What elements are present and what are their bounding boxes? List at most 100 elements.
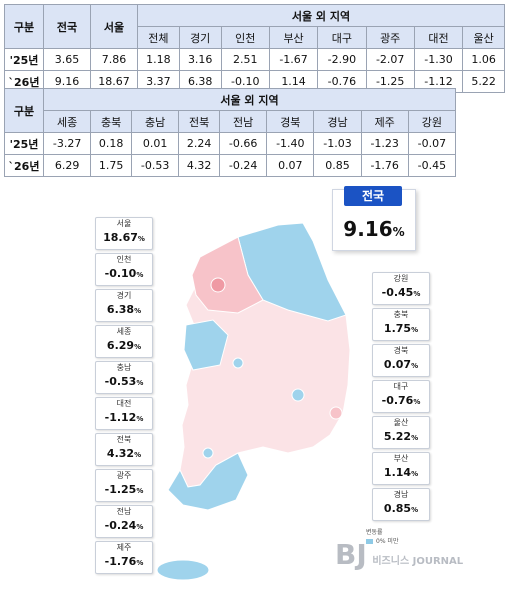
legend-item: 0% 미만 xyxy=(366,537,398,546)
cell: -1.25 xyxy=(365,70,415,93)
label-jeju: 제주 -1.76% xyxy=(95,541,153,574)
label-gangwon: 강원 -0.45% xyxy=(372,272,430,305)
cell: -0.24 xyxy=(219,154,268,177)
national-tag: 전국 xyxy=(344,186,402,206)
cell: -1.76 xyxy=(360,154,409,177)
header-region: 충북 xyxy=(90,110,133,133)
header-region: 대구 xyxy=(317,26,367,49)
label-sejong: 세종 6.29% xyxy=(95,325,153,358)
cell: 1.18 xyxy=(137,48,180,71)
national-summary-box: 전국 9.16% xyxy=(332,186,416,251)
cell: -1.40 xyxy=(266,132,315,155)
label-busan: 부산 1.14% xyxy=(372,452,430,485)
watermark-mark: BJ xyxy=(335,538,367,571)
cell: 6.38 xyxy=(178,70,222,93)
header-region: 제주 xyxy=(360,110,409,133)
row-label: '25년 xyxy=(4,48,44,71)
header-region-group: 서울 외 지역 xyxy=(137,4,505,27)
table-row: `26년 6.29 1.75 -0.53 4.32 -0.24 0.07 0.8… xyxy=(4,154,457,177)
label-incheon: 인천 -0.10% xyxy=(95,253,153,286)
cell: 4.32 xyxy=(178,154,221,177)
header-group: 구분 xyxy=(4,88,44,133)
label-chungnam: 충남 -0.53% xyxy=(95,361,153,394)
header-region-group: 서울 외 지역 xyxy=(43,88,456,111)
header-region: 경남 xyxy=(313,110,362,133)
region-ulsan xyxy=(329,406,343,420)
cell: -0.45 xyxy=(407,154,457,177)
header-nation: 전국 xyxy=(43,4,91,49)
header-group: 구분 xyxy=(4,4,44,49)
cell: 2.24 xyxy=(178,132,221,155)
header-region: 경북 xyxy=(266,110,315,133)
cell: 2.51 xyxy=(220,48,270,71)
label-gwangju: 광주 -1.25% xyxy=(95,469,153,502)
header-region: 전북 xyxy=(178,110,221,133)
label-gyeonggi: 경기 6.38% xyxy=(95,289,153,322)
cell: 7.86 xyxy=(90,48,138,71)
cell: -1.23 xyxy=(360,132,409,155)
header-region: 경기 xyxy=(178,26,222,49)
cell: -1.67 xyxy=(268,48,319,71)
header-region: 부산 xyxy=(268,26,319,49)
row-label: '25년 xyxy=(4,132,44,155)
header-region: 강원 xyxy=(407,110,457,133)
cell: -1.03 xyxy=(313,132,362,155)
region-daegu xyxy=(291,388,305,402)
cell: -1.30 xyxy=(413,48,464,71)
region-daejeon xyxy=(232,357,244,369)
watermark-logo: BJ 비즈니스 JOURNAL xyxy=(335,538,464,571)
cell: 1.06 xyxy=(462,48,505,71)
table-row: '25년 -3.27 0.18 0.01 2.24 -0.66 -1.40 -1… xyxy=(4,132,457,155)
label-seoul: 서울 18.67% xyxy=(95,217,153,250)
label-daejeon: 대전 -1.12% xyxy=(95,397,153,430)
legend-swatch xyxy=(366,539,373,544)
label-jeonbuk: 전북 4.32% xyxy=(95,433,153,466)
cell: -2.07 xyxy=(365,48,415,71)
cell: 3.16 xyxy=(178,48,222,71)
cell: 6.29 xyxy=(42,154,92,177)
row-label: `26년 xyxy=(4,154,44,177)
header-region: 전남 xyxy=(219,110,268,133)
korea-map xyxy=(156,222,351,581)
cell: 1.75 xyxy=(90,154,133,177)
region-gwangju xyxy=(202,447,214,459)
table-2025-2026-lower: 구분 서울 외 지역 세종 충북 충남 전북 전남 경북 경남 제주 강원 '2… xyxy=(4,88,457,177)
legend-title: 변동률 xyxy=(366,529,383,536)
cell: -3.27 xyxy=(42,132,92,155)
header-region: 전체 xyxy=(137,26,180,49)
header-region: 세종 xyxy=(42,110,92,133)
header-region: 광주 xyxy=(365,26,415,49)
label-jeonnam: 전남 -0.24% xyxy=(95,505,153,538)
cell: 0.07 xyxy=(266,154,315,177)
header-region: 충남 xyxy=(131,110,180,133)
cell: 0.85 xyxy=(313,154,362,177)
label-ulsan: 울산 5.22% xyxy=(372,416,430,449)
region-chungnam xyxy=(183,319,229,371)
region-gyeonggi xyxy=(191,236,264,314)
label-daegu: 대구 -0.76% xyxy=(372,380,430,413)
cell: -2.90 xyxy=(317,48,367,71)
label-gyeongnam: 경남 0.85% xyxy=(372,488,430,521)
header-region: 울산 xyxy=(462,26,505,49)
cell: 0.01 xyxy=(131,132,180,155)
row-label: `26년 xyxy=(4,70,44,93)
label-gyeongbuk: 경북 0.07% xyxy=(372,344,430,377)
region-jeju xyxy=(156,559,210,581)
region-seoul xyxy=(210,277,226,293)
cell: -0.07 xyxy=(407,132,457,155)
cell: 5.22 xyxy=(462,70,505,93)
cell: 3.65 xyxy=(43,48,91,71)
table-row: `26년 9.16 18.67 3.37 6.38 -0.10 1.14 -0.… xyxy=(4,70,505,93)
national-value: 9.16% xyxy=(343,217,405,241)
region-jeonnam xyxy=(167,452,249,511)
table-row: '25년 3.65 7.86 1.18 3.16 2.51 -1.67 -2.9… xyxy=(4,48,505,71)
map-legend: 변동률 0% 미만 xyxy=(366,528,398,546)
header-seoul: 서울 xyxy=(90,4,138,49)
header-region: 인천 xyxy=(220,26,270,49)
table-2025-2026-upper: 구분 전국 서울 서울 외 지역 전체 경기 인천 부산 대구 광주 대전 울산… xyxy=(4,4,505,93)
cell: -0.66 xyxy=(219,132,268,155)
cell: -1.12 xyxy=(413,70,464,93)
cell: 0.18 xyxy=(90,132,133,155)
cell: -0.53 xyxy=(131,154,180,177)
label-chungbuk: 충북 1.75% xyxy=(372,308,430,341)
